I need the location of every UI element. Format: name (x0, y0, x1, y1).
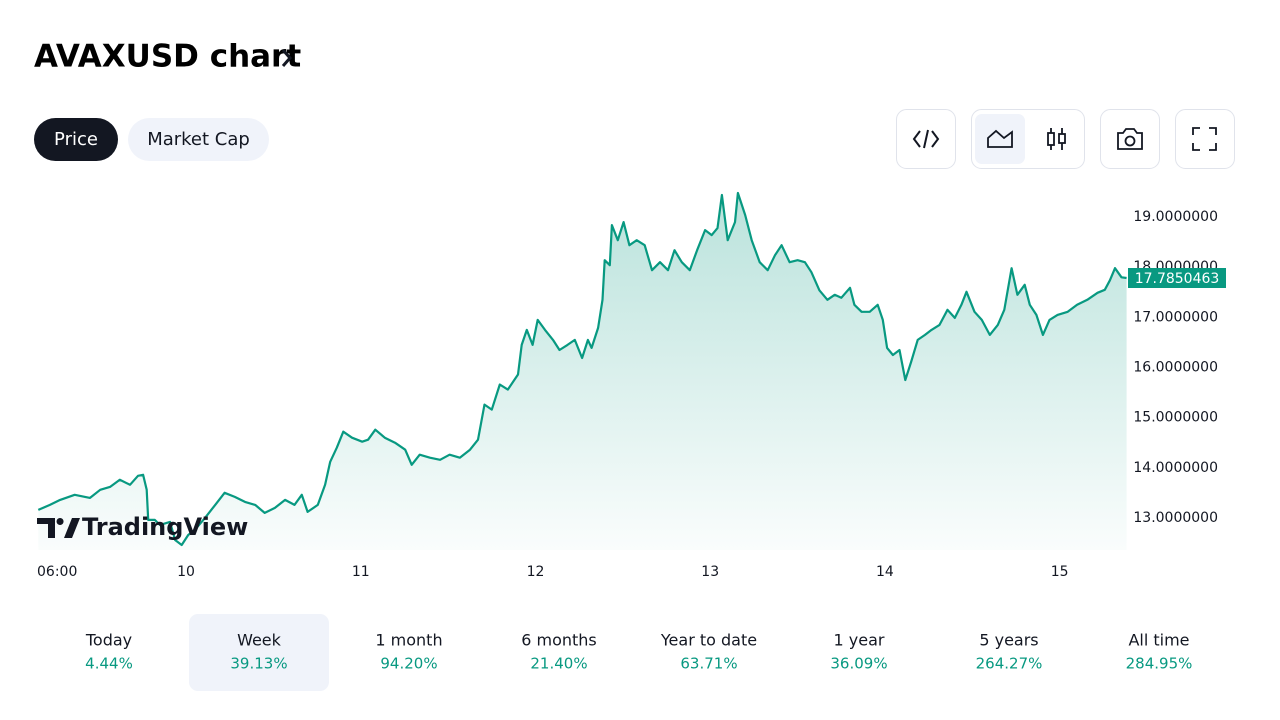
period-change: 36.09% (830, 655, 887, 673)
x-tick-label: 10 (177, 564, 195, 580)
fullscreen-icon (1192, 127, 1217, 151)
period-label: 5 years (979, 631, 1038, 650)
period-button[interactable]: 5 years 264.27% (976, 631, 1043, 673)
period-change: 4.44% (85, 655, 133, 673)
period-button[interactable]: 1 month 94.20% (375, 631, 442, 673)
tab[interactable]: Market Cap (128, 118, 269, 161)
toolbar (896, 109, 1235, 169)
period-button[interactable]: Year to date 63.71% (660, 631, 757, 673)
code-icon (912, 129, 940, 149)
x-tick-label: 14 (876, 564, 894, 580)
area-style-button[interactable] (975, 114, 1025, 164)
tab[interactable]: Price (34, 118, 118, 161)
area-icon (987, 129, 1013, 148)
embed-button[interactable] (896, 109, 956, 169)
period-change: 39.13% (230, 655, 287, 673)
tab-label: Price (54, 129, 98, 150)
y-tick-label: 17.0000000 (1133, 309, 1218, 325)
y-tick-label: 13.0000000 (1133, 510, 1218, 526)
period-change: 21.40% (530, 655, 587, 673)
tab-background (34, 118, 118, 161)
period-button[interactable]: Today 4.44% (85, 631, 133, 673)
price-tag-label: 17.7850463 (1135, 271, 1220, 287)
area-fill (38, 193, 1127, 550)
tab-background (128, 118, 269, 161)
page-title: AVAXUSD chart (34, 39, 301, 75)
x-tick-label: 06:00 (37, 564, 77, 580)
price-line (37, 191, 1127, 547)
period-label: 1 month (375, 631, 442, 650)
period-label: Today (85, 631, 132, 650)
period-change: 264.27% (976, 655, 1043, 673)
period-label: 6 months (521, 631, 597, 650)
title-link[interactable]: AVAXUSD chart (34, 39, 301, 75)
x-tick-label: 12 (527, 564, 545, 580)
plot-area: 13.0000000 14.0000000 15.0000000 16.0000000… (37, 191, 1226, 580)
period-change: 63.71% (680, 655, 737, 673)
period-selected-bg (189, 614, 329, 691)
y-tick-label: 15.0000000 (1133, 410, 1218, 426)
price-tag (1128, 268, 1226, 289)
logo-text: TradingView (82, 513, 248, 541)
fullscreen-button[interactable] (1175, 109, 1235, 169)
chevron-icon (281, 49, 292, 67)
period-button[interactable]: Week 39.13% (189, 614, 329, 691)
chart-style-group (971, 109, 1085, 169)
period-list: Today 4.44% Week 39.13% 1 month 94.20% 6 month… (85, 614, 1193, 691)
watermark: TradingView (37, 513, 248, 541)
tab-label: Market Cap (147, 129, 250, 150)
period-change: 284.95% (1126, 655, 1193, 673)
snapshot-button[interactable] (1100, 109, 1160, 169)
y-tick-label: 16.0000000 (1133, 360, 1218, 376)
tab-group: Price Market Cap (34, 118, 269, 161)
candle-body (1058, 133, 1066, 144)
period-button[interactable]: All time 284.95% (1126, 631, 1193, 673)
period-button[interactable]: 6 months 21.40% (521, 631, 597, 673)
candle-style-button[interactable] (1047, 128, 1066, 150)
x-tick-label: 13 (701, 564, 719, 580)
candle-body (1047, 132, 1055, 146)
x-tick-label: 15 (1051, 564, 1069, 580)
period-label: Year to date (660, 631, 757, 650)
period-label: All time (1128, 631, 1189, 650)
camera-lens (1124, 135, 1136, 147)
period-label: Week (237, 631, 282, 650)
period-change: 94.20% (380, 655, 437, 673)
camera-icon (1117, 128, 1143, 150)
y-tick-label: 19.0000000 (1133, 209, 1218, 225)
logo-icon (37, 518, 80, 538)
period-button[interactable]: 1 year 36.09% (830, 631, 887, 673)
y-tick-label: 14.0000000 (1133, 460, 1218, 476)
x-tick-label: 11 (352, 564, 370, 580)
period-label: 1 year (834, 631, 885, 650)
